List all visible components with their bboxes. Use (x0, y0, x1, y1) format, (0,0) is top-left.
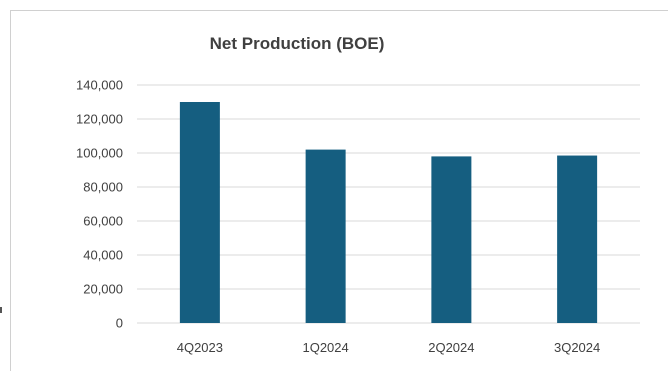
y-tick-label: 40,000 (83, 248, 123, 263)
bar-3q2024 (557, 155, 598, 323)
y-tick-label: 100,000 (76, 146, 123, 161)
bars (179, 102, 598, 323)
x-tick-label: 3Q2024 (554, 340, 600, 355)
bar-4q2023 (179, 102, 220, 323)
x-tick-label: 1Q2024 (302, 340, 348, 355)
y-tick-label: 120,000 (76, 112, 123, 127)
x-axis-ticks: 4Q2023 1Q2024 2Q2024 3Q2024 (177, 340, 601, 355)
y-tick-label: 60,000 (83, 214, 123, 229)
y-tick-label: 140,000 (76, 78, 123, 93)
x-tick-label: 2Q2024 (428, 340, 474, 355)
chart-title: Net Production (BOE) (210, 34, 385, 53)
bar-1q2024 (305, 149, 346, 323)
y-tick-label: 20,000 (83, 282, 123, 297)
x-tick-label: 4Q2023 (177, 340, 223, 355)
y-tick-label: 80,000 (83, 180, 123, 195)
y-tick-label: 0 (116, 316, 123, 331)
y-axis-ticks: 0 20,000 40,000 60,000 80,000 100,000 120,000 1… (76, 78, 123, 331)
window-edge-marker (0, 307, 2, 313)
gridlines (137, 84, 640, 324)
bar-2q2024 (431, 156, 472, 323)
